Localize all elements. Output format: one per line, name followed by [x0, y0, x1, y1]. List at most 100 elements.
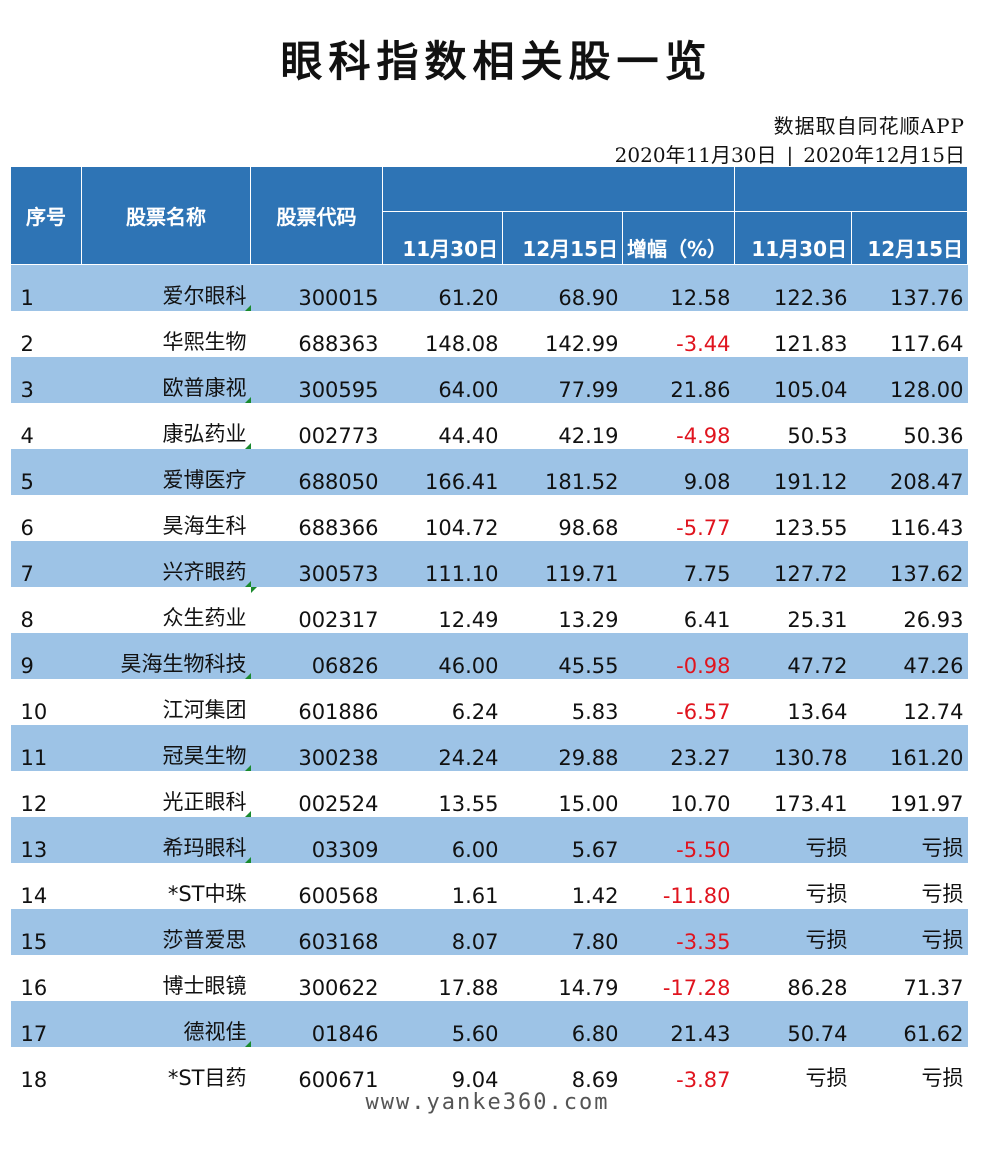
- pe-d2: 26.93: [851, 587, 968, 633]
- pe-d2: 亏损: [851, 817, 968, 863]
- price-d2-text: 98.68: [558, 516, 619, 540]
- stock-code: 688363: [250, 311, 383, 357]
- row-index: 17: [10, 1001, 82, 1047]
- cell-marker-icon: [244, 581, 251, 587]
- price-change: -0.98: [622, 633, 735, 679]
- pe-d2: 191.97: [851, 771, 968, 817]
- stock-code: 603168: [250, 909, 383, 955]
- pe-d2-text: 128.00: [890, 378, 964, 402]
- table-row: 5 爱博医疗 688050 166.41 181.52 9.08 191.12 208.47: [10, 449, 968, 495]
- table-row: 9 昊海生物科技 06826 46.00 45.55 -0.98 47.72 47.26: [10, 633, 968, 679]
- pe-d1-text: 123.55: [774, 516, 848, 540]
- price-d2-text: 8.69: [571, 1068, 619, 1092]
- row-index: 5: [10, 449, 82, 495]
- pe-d2: 128.00: [851, 357, 968, 403]
- price-change-text: 12.58: [670, 286, 731, 310]
- stock-code-text: 002773: [298, 424, 379, 448]
- price-d1-text: 13.55: [438, 792, 499, 816]
- price-change: -11.80: [622, 863, 735, 909]
- stock-name-text: 众生药业: [162, 606, 247, 630]
- pe-d2: 137.62: [851, 541, 968, 587]
- pe-d1-text: 127.72: [774, 562, 848, 586]
- stock-code: 300015: [250, 264, 383, 311]
- table-row: 6 昊海生科 688366 104.72 98.68 -5.77 123.55 116.43: [10, 495, 968, 541]
- header-pe-d1: 11月30日: [734, 211, 853, 265]
- price-d2-text: 13.29: [558, 608, 619, 632]
- row-index-text: 3: [20, 378, 34, 402]
- stock-name: *ST中珠: [81, 863, 251, 909]
- pe-d1: 86.28: [734, 955, 852, 1001]
- price-d2-text: 42.19: [558, 424, 619, 448]
- price-change-text: -3.35: [676, 930, 731, 954]
- table-row: 17 德视佳 01846 5.60 6.80 21.43 50.74 61.62: [10, 1001, 968, 1047]
- pe-d2: 12.74: [851, 679, 968, 725]
- row-index-text: 8: [20, 608, 34, 632]
- price-d2-text: 77.99: [558, 378, 619, 402]
- stock-code: 688050: [250, 449, 383, 495]
- price-d1: 6.24: [382, 679, 503, 725]
- stock-code: 03309: [250, 817, 383, 863]
- price-d1-text: 12.49: [438, 608, 499, 632]
- pe-d2-text: 47.26: [903, 654, 964, 678]
- stock-name: 爱博医疗: [81, 449, 251, 495]
- price-change-text: 23.27: [670, 746, 731, 770]
- stock-code-text: 002317: [298, 608, 379, 632]
- stock-code: 300622: [250, 955, 383, 1001]
- pe-d2: 137.76: [851, 264, 968, 311]
- row-index: 7: [10, 541, 82, 587]
- price-d2: 1.42: [502, 863, 623, 909]
- price-change: 9.08: [622, 449, 735, 495]
- price-change: -3.87: [622, 1047, 735, 1093]
- stock-name-text: *ST目药: [167, 1066, 247, 1090]
- header-pe-group: [734, 166, 969, 212]
- pe-d1: 50.74: [734, 1001, 852, 1047]
- price-d1-text: 17.88: [438, 976, 499, 1000]
- row-index: 8: [10, 587, 82, 633]
- pe-d1: 50.53: [734, 403, 852, 449]
- price-d2: 13.29: [502, 587, 623, 633]
- pe-d2-text: 137.76: [890, 286, 964, 310]
- table-row: 8 众生药业 002317 12.49 13.29 6.41 25.31 26.93: [10, 587, 968, 633]
- cell-marker-icon: [244, 673, 251, 679]
- pe-d1: 亏损: [734, 863, 852, 909]
- pe-d1-text: 50.53: [787, 424, 848, 448]
- pe-d1: 47.72: [734, 633, 852, 679]
- stock-name-text: 博士眼镜: [162, 974, 247, 998]
- price-change: -4.98: [622, 403, 735, 449]
- price-d1: 44.40: [382, 403, 503, 449]
- stock-name: 华熙生物: [81, 311, 251, 357]
- price-d2: 119.71: [502, 541, 623, 587]
- date-separator: |: [786, 143, 794, 167]
- header-index: 序号: [10, 166, 82, 265]
- price-d2-text: 29.88: [558, 746, 619, 770]
- price-d2-text: 119.71: [545, 562, 619, 586]
- pe-d1: 亏损: [734, 909, 852, 955]
- stock-name-text: 兴齐眼药: [162, 560, 247, 584]
- table-row: 1 爱尔眼科 300015 61.20 68.90 12.58 122.36 137.76: [10, 264, 968, 311]
- stock-name-text: 江河集团: [162, 698, 247, 722]
- pe-d1-text: 130.78: [774, 746, 848, 770]
- pe-d1-text: 121.83: [774, 332, 848, 356]
- row-index-text: 17: [20, 1022, 48, 1046]
- price-d1-text: 46.00: [438, 654, 499, 678]
- pe-d2: 亏损: [851, 909, 968, 955]
- row-index: 16: [10, 955, 82, 1001]
- price-change-text: -4.98: [676, 424, 731, 448]
- table-row: 4 康弘药业 002773 44.40 42.19 -4.98 50.53 50.36: [10, 403, 968, 449]
- price-d2-text: 142.99: [545, 332, 619, 356]
- pe-d2-text: 116.43: [890, 516, 964, 540]
- pe-d1-text: 亏损: [805, 836, 848, 860]
- stock-name-text: 莎普爱思: [162, 928, 247, 952]
- stock-code-text: 688363: [298, 332, 379, 356]
- data-source: 数据取自同花顺APP: [773, 114, 965, 138]
- pe-d2-text: 117.64: [890, 332, 964, 356]
- pe-d2: 亏损: [851, 1047, 968, 1093]
- pe-d1: 191.12: [734, 449, 852, 495]
- stock-code-text: 688366: [298, 516, 379, 540]
- table-row: 3 欧普康视 300595 64.00 77.99 21.86 105.04 128.00: [10, 357, 968, 403]
- price-d2: 5.67: [502, 817, 623, 863]
- price-d2-text: 68.90: [558, 286, 619, 310]
- price-change-text: -17.28: [662, 976, 731, 1000]
- stock-code-text: 03309: [311, 838, 379, 862]
- price-change: 12.58: [622, 264, 735, 311]
